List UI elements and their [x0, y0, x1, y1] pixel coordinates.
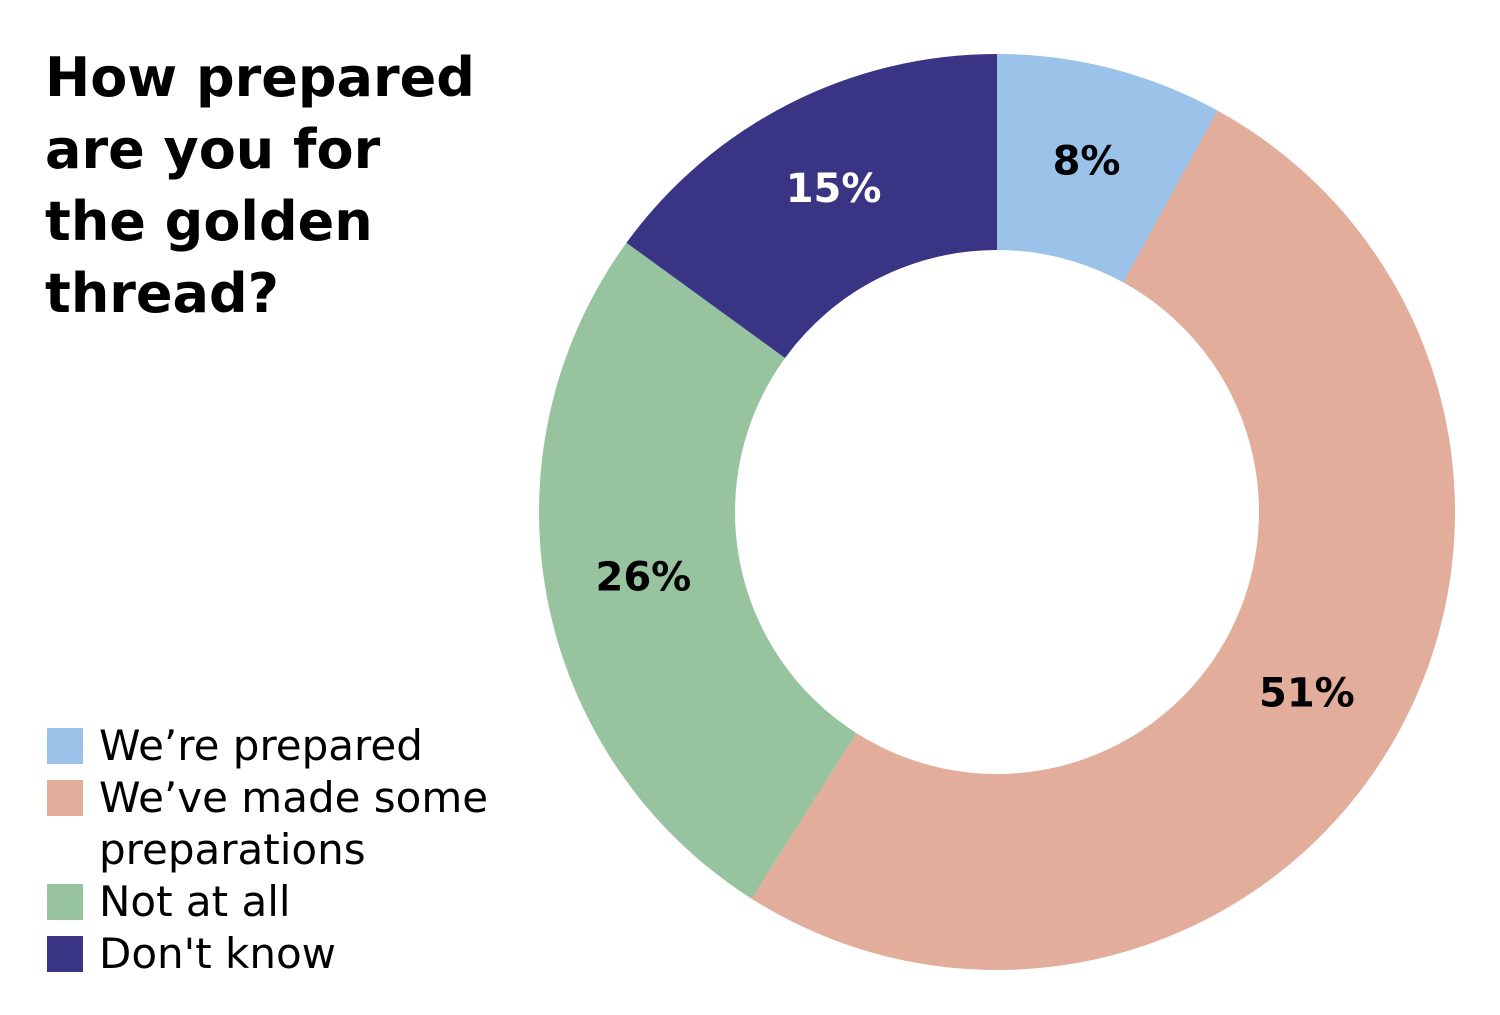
legend-item: Don't know [47, 928, 517, 980]
legend-label: We’ve made some preparations [99, 773, 489, 874]
chart-title: How prepared are you for the golden thre… [45, 46, 475, 325]
pie-slice [751, 110, 1455, 970]
pie-slice [626, 54, 997, 359]
legend-label: Don't know [99, 929, 337, 978]
data-label: 51% [1259, 670, 1355, 716]
legend-label: Not at all [99, 877, 291, 926]
pie-slice [997, 54, 1218, 283]
legend-swatch [47, 884, 83, 920]
pie-slice [538, 242, 857, 899]
legend: We’re prepared We’ve made some preparatio… [47, 720, 517, 980]
legend-item: Not at all [47, 876, 517, 928]
legend-item: We’ve made some preparations [47, 772, 517, 876]
data-label: 15% [786, 166, 882, 212]
legend-swatch [47, 936, 83, 972]
legend-item: We’re prepared [47, 720, 517, 772]
data-label: 8% [1053, 138, 1121, 184]
legend-swatch [47, 780, 83, 816]
legend-swatch [47, 728, 83, 764]
data-label: 26% [596, 554, 692, 600]
legend-label: We’re prepared [99, 721, 423, 770]
